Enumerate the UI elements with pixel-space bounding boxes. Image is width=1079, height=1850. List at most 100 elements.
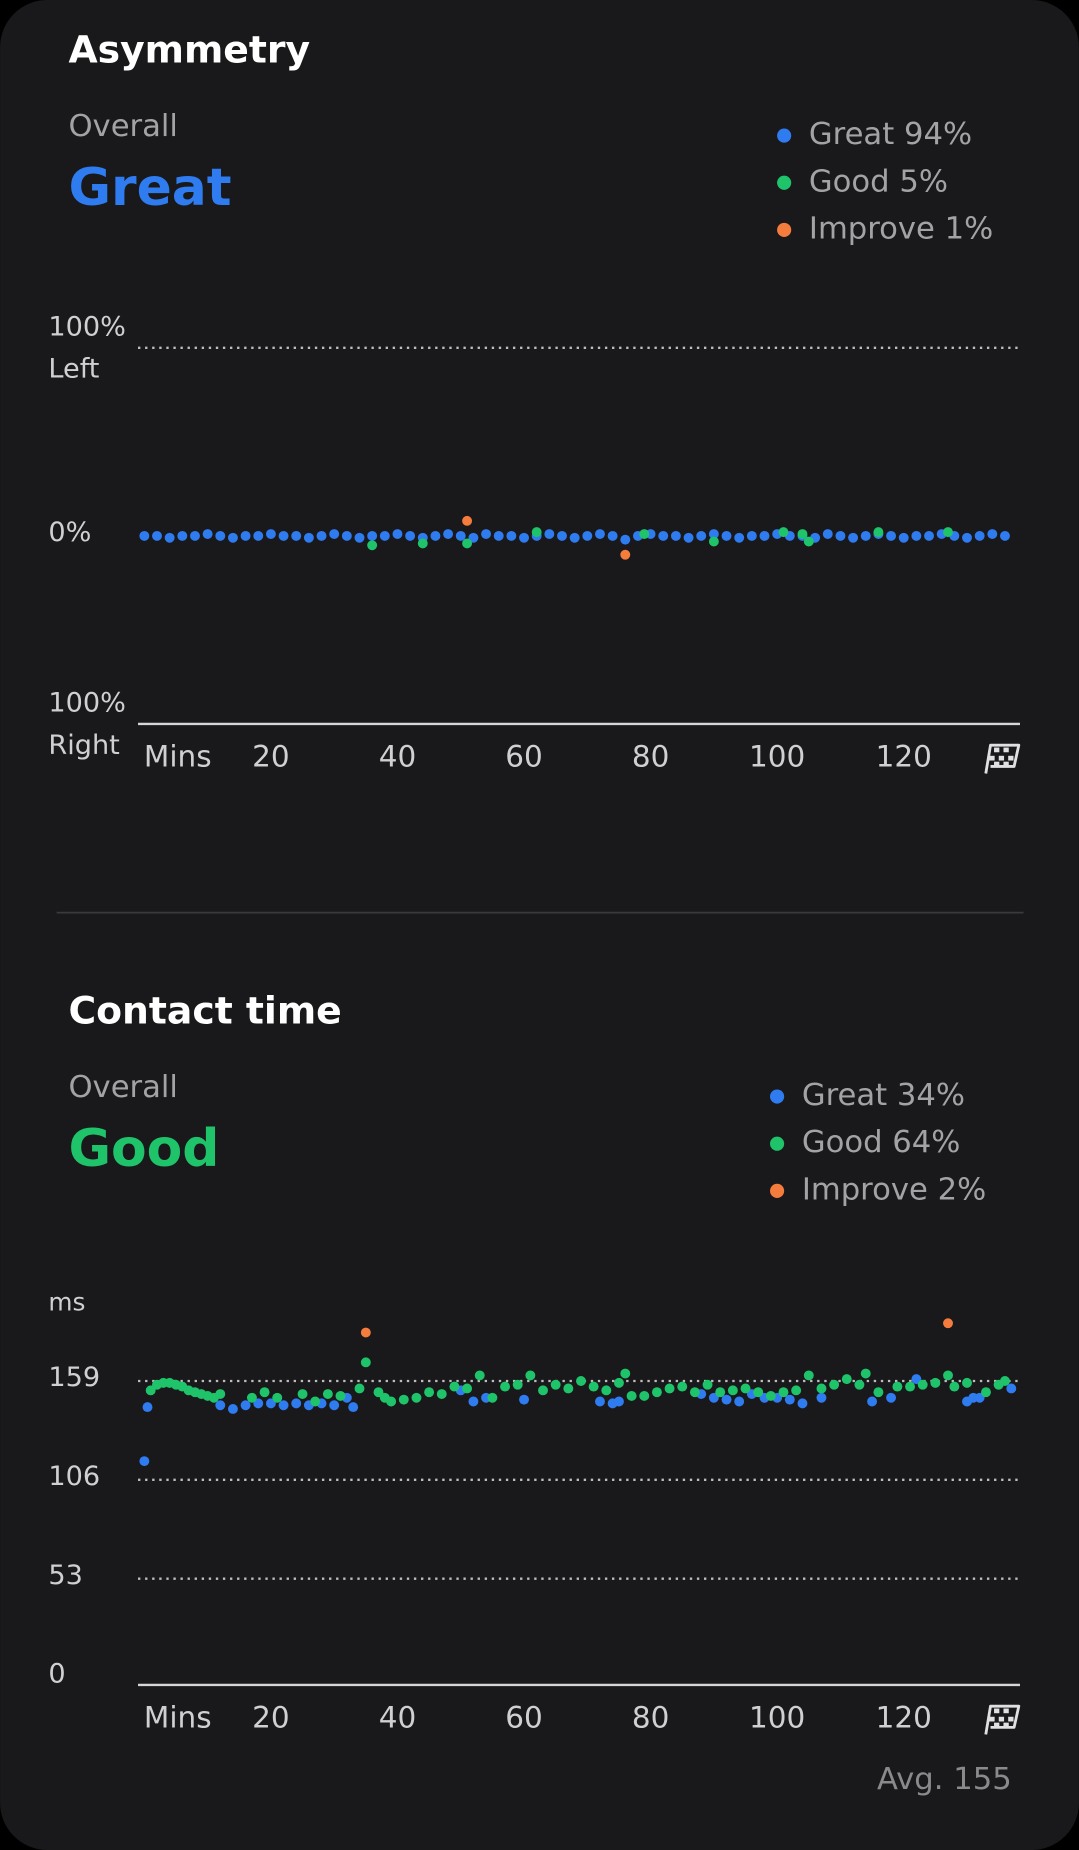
data-point bbox=[1000, 530, 1010, 541]
overall-value: Good bbox=[68, 1119, 219, 1179]
y-axis-label: ms bbox=[48, 1287, 85, 1316]
finish-flag-icon bbox=[984, 743, 1021, 774]
data-point bbox=[190, 530, 200, 541]
data-point bbox=[981, 1387, 991, 1398]
x-tick-label: 40 bbox=[379, 740, 417, 774]
x-tick-label: 100 bbox=[749, 740, 805, 774]
data-point bbox=[727, 1385, 738, 1396]
data-point bbox=[848, 532, 859, 543]
data-point bbox=[778, 527, 789, 538]
data-point bbox=[500, 1381, 510, 1392]
data-point bbox=[860, 1368, 871, 1379]
data-point bbox=[702, 1379, 713, 1390]
data-point bbox=[791, 1385, 802, 1396]
data-point bbox=[462, 538, 473, 549]
data-point bbox=[354, 1383, 365, 1394]
data-point bbox=[595, 529, 605, 539]
data-point bbox=[696, 530, 707, 541]
data-point bbox=[367, 540, 378, 551]
data-point bbox=[759, 530, 770, 541]
data-point bbox=[651, 1387, 662, 1398]
legend-label: Good 64% bbox=[802, 1125, 961, 1160]
legend-dot bbox=[770, 1089, 785, 1104]
overall-label: Overall bbox=[68, 1070, 178, 1105]
legend-label: Good 5% bbox=[809, 164, 948, 199]
section-title: Asymmetry bbox=[68, 27, 310, 71]
data-point bbox=[607, 530, 618, 541]
data-point bbox=[943, 527, 953, 538]
y-tick-label: 100% bbox=[48, 311, 126, 342]
data-point bbox=[753, 1387, 764, 1398]
data-point bbox=[595, 1396, 605, 1407]
data-point bbox=[784, 1394, 795, 1405]
data-point bbox=[531, 527, 542, 538]
data-point bbox=[930, 1377, 941, 1388]
overall-value: Great bbox=[68, 158, 231, 218]
data-point bbox=[911, 530, 922, 541]
data-point bbox=[614, 1377, 624, 1388]
data-point bbox=[620, 549, 631, 560]
data-point bbox=[142, 1402, 153, 1413]
data-point bbox=[246, 1392, 257, 1403]
data-point bbox=[943, 1370, 953, 1381]
data-point bbox=[424, 1387, 435, 1398]
data-point bbox=[544, 529, 555, 539]
data-point bbox=[974, 1392, 985, 1403]
flag-square bbox=[994, 1708, 1000, 1714]
data-point bbox=[265, 529, 276, 539]
data-point bbox=[626, 1390, 637, 1401]
data-point bbox=[803, 1370, 814, 1381]
data-point bbox=[443, 529, 454, 539]
data-point bbox=[202, 529, 213, 539]
data-point bbox=[177, 530, 188, 541]
data-point bbox=[576, 1376, 586, 1386]
data-point bbox=[582, 530, 593, 541]
data-point bbox=[911, 1374, 922, 1385]
average-label: Avg. 155 bbox=[877, 1762, 1012, 1797]
data-point bbox=[519, 1394, 529, 1405]
data-point bbox=[835, 530, 846, 541]
data-point bbox=[550, 1379, 561, 1390]
data-point bbox=[924, 530, 934, 541]
flag-square bbox=[998, 1716, 1005, 1722]
data-point bbox=[569, 532, 580, 543]
legend-label: Improve 2% bbox=[802, 1172, 986, 1207]
data-point bbox=[272, 1392, 283, 1403]
data-point bbox=[1006, 1383, 1017, 1394]
flag-square bbox=[1003, 1708, 1009, 1714]
legend-dot bbox=[777, 175, 792, 190]
data-point bbox=[240, 530, 251, 541]
data-point bbox=[278, 530, 289, 541]
data-point bbox=[367, 530, 378, 541]
overall-label: Overall bbox=[68, 109, 178, 144]
data-point bbox=[322, 1389, 333, 1400]
data-point bbox=[873, 527, 884, 538]
data-point bbox=[398, 1394, 409, 1405]
data-point bbox=[316, 530, 327, 541]
data-point bbox=[854, 1379, 865, 1390]
flag-square bbox=[994, 1722, 1000, 1728]
data-point bbox=[329, 529, 340, 539]
data-point bbox=[291, 530, 302, 541]
data-point bbox=[886, 530, 897, 541]
flag-square bbox=[1008, 1716, 1014, 1722]
data-point bbox=[259, 1387, 270, 1398]
y-tick-sublabel: Left bbox=[48, 354, 99, 385]
data-point bbox=[905, 1381, 915, 1392]
data-point bbox=[601, 1385, 612, 1396]
data-point bbox=[962, 532, 972, 543]
legend-label: Great 94% bbox=[809, 117, 972, 152]
data-point bbox=[373, 1387, 384, 1398]
data-point bbox=[164, 532, 175, 543]
data-point bbox=[708, 1392, 719, 1403]
flag-square bbox=[994, 761, 1000, 767]
data-point bbox=[411, 1392, 422, 1403]
y-tick-sublabel: Right bbox=[48, 730, 119, 761]
flag-square bbox=[998, 755, 1005, 761]
data-point bbox=[886, 1392, 897, 1403]
x-tick-label: 100 bbox=[749, 1701, 805, 1735]
flag-square bbox=[989, 1716, 995, 1722]
data-point bbox=[227, 532, 238, 543]
data-point bbox=[468, 1396, 479, 1407]
